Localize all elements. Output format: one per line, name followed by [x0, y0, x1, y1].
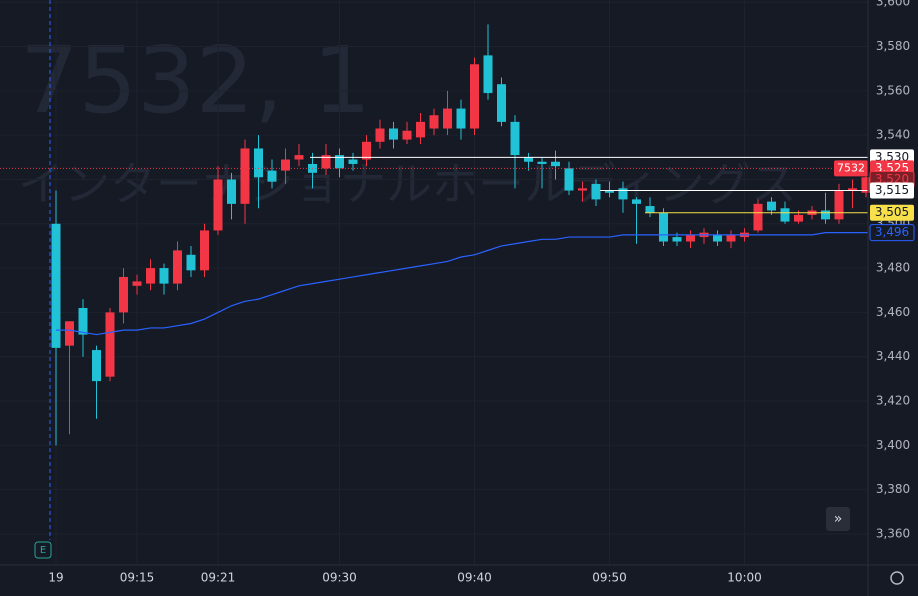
y-tick-label: 3,360 [876, 526, 910, 540]
candle-body [780, 208, 790, 222]
price-label: 3,530 [875, 150, 909, 164]
candle-body [672, 237, 682, 242]
candle-body [591, 183, 601, 200]
candle-body [267, 170, 277, 182]
y-tick-label: 3,580 [876, 39, 910, 53]
candle-body [92, 350, 101, 382]
candle-body [605, 190, 614, 193]
price-label-box [870, 204, 914, 221]
candle-body [524, 157, 533, 162]
x-tick-label: 09:50 [592, 571, 627, 585]
candle-body [497, 84, 506, 122]
price-label-box [869, 224, 915, 242]
candle-body [362, 141, 371, 160]
candle-body [551, 161, 560, 167]
candle-body [632, 199, 641, 204]
candle-body [416, 121, 425, 138]
candle-body [402, 130, 412, 140]
candle-body [429, 115, 439, 129]
y-tick-label: 3,480 [876, 261, 910, 275]
x-tick-label: 10:00 [727, 571, 762, 585]
icon-frame [34, 541, 52, 559]
watermark-name: インターナショナルホールディングス [18, 157, 797, 211]
y-tick-label: 3,540 [876, 128, 910, 142]
x-tick-label: 09:30 [322, 571, 357, 585]
candle-body [65, 321, 74, 346]
x-tick-label: 09:21 [201, 571, 236, 585]
candle-body [470, 64, 479, 129]
y-tick-label: 3,600 [876, 0, 910, 9]
candle-body [537, 161, 547, 164]
earnings-icon[interactable]: E [34, 541, 52, 559]
candle-body [510, 121, 520, 156]
price-label: 3,515 [875, 183, 909, 197]
candle-body [821, 210, 830, 220]
candle-body [213, 179, 223, 231]
price-label: 3,505 [875, 205, 909, 219]
candle-body [564, 168, 574, 191]
candle-body [240, 148, 250, 204]
scroll-button[interactable]: » [826, 507, 850, 531]
candle-body [281, 159, 290, 171]
y-tick-label: 3,460 [876, 305, 910, 319]
icon-gear [890, 571, 904, 585]
y-tick-label: 3,420 [876, 394, 910, 408]
candle-body [335, 155, 344, 169]
candle-body [578, 188, 587, 191]
candle-body [686, 234, 695, 242]
y-tick-label: 3,400 [876, 438, 910, 452]
y-tick-label: 3,440 [876, 349, 910, 363]
price-label: 3,496 [875, 225, 909, 239]
candle-body [618, 188, 628, 200]
candle-body [159, 268, 169, 284]
candle-body [726, 234, 736, 242]
candle-body [443, 108, 452, 129]
candle-body [767, 201, 776, 211]
candle-body [254, 148, 263, 178]
candle-body [753, 203, 763, 231]
symbol-tag-box [834, 160, 868, 177]
icon-glyph: E [40, 545, 46, 556]
candle-body [173, 250, 182, 284]
candle-body [348, 159, 358, 164]
x-tick-label: 09:15 [120, 571, 155, 585]
x-tick-label: 19 [48, 571, 63, 585]
symbol-tag: 7532 [837, 161, 865, 174]
candle-body [659, 212, 668, 242]
candle-body [321, 155, 331, 169]
candle-body [200, 230, 209, 271]
candle-body [456, 108, 466, 129]
x-tick-label: 09:40 [457, 571, 492, 585]
candle-body [834, 190, 844, 220]
candle-body [105, 312, 115, 377]
y-tick-label: 3,560 [876, 83, 910, 97]
candle-body [119, 276, 128, 313]
candle-body [375, 128, 385, 142]
button-glyph: » [834, 511, 843, 527]
candle-body [483, 55, 493, 94]
price-label-box [870, 182, 914, 199]
candle-body [146, 268, 155, 284]
candle-body [186, 254, 196, 271]
candle-body [389, 128, 398, 140]
candle-body [132, 281, 142, 286]
y-tick-label: 3,380 [876, 482, 910, 496]
candle-body [713, 234, 722, 242]
candle-body [848, 188, 857, 191]
watermark-symbol: 7532, 1 [20, 27, 371, 134]
candle-body [794, 214, 803, 222]
candle-body [645, 206, 655, 213]
candle-body [861, 177, 871, 193]
vwap-line [56, 232, 868, 336]
settings-icon[interactable] [890, 571, 904, 585]
button-bg [826, 507, 850, 531]
plot [0, 24, 871, 446]
candle-body [227, 179, 236, 204]
candle-body [294, 155, 304, 160]
candle-body [51, 223, 61, 348]
candle-body [78, 307, 88, 335]
price-label: 3,520 [875, 172, 909, 186]
